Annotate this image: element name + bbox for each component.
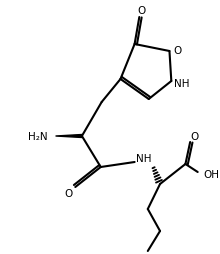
Text: NH: NH bbox=[174, 79, 189, 89]
Text: O: O bbox=[191, 132, 199, 141]
Text: H₂N: H₂N bbox=[28, 132, 48, 141]
Text: OH: OH bbox=[203, 169, 219, 179]
Polygon shape bbox=[55, 135, 82, 138]
Text: O: O bbox=[137, 6, 145, 16]
Text: O: O bbox=[174, 46, 182, 56]
Text: NH: NH bbox=[136, 153, 152, 163]
Text: O: O bbox=[65, 188, 73, 198]
